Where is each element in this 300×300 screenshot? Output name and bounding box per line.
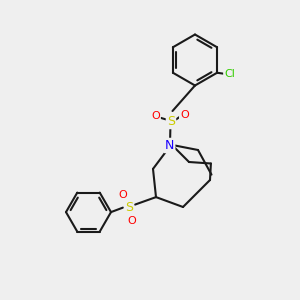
Text: Cl: Cl	[224, 69, 235, 79]
Text: O: O	[118, 190, 127, 200]
Text: S: S	[167, 115, 175, 128]
Text: O: O	[180, 110, 189, 120]
Text: S: S	[125, 201, 133, 214]
Text: O: O	[151, 111, 160, 121]
Text: N: N	[165, 139, 174, 152]
Text: O: O	[128, 216, 136, 226]
